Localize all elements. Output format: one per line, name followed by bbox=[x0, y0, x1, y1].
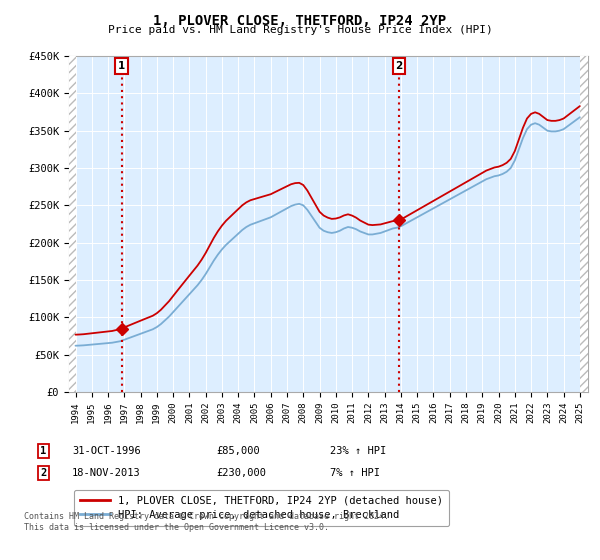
Text: £230,000: £230,000 bbox=[216, 468, 266, 478]
Bar bbox=[61, 56, 76, 392]
Legend: 1, PLOVER CLOSE, THETFORD, IP24 2YP (detached house), HPI: Average price, detach: 1, PLOVER CLOSE, THETFORD, IP24 2YP (det… bbox=[74, 489, 449, 526]
Text: 1: 1 bbox=[118, 61, 125, 71]
Text: Price paid vs. HM Land Registry's House Price Index (HPI): Price paid vs. HM Land Registry's House … bbox=[107, 25, 493, 35]
Text: 7% ↑ HPI: 7% ↑ HPI bbox=[330, 468, 380, 478]
Text: 2: 2 bbox=[40, 468, 46, 478]
Text: 31-OCT-1996: 31-OCT-1996 bbox=[72, 446, 141, 456]
Bar bbox=[580, 56, 600, 392]
Text: 18-NOV-2013: 18-NOV-2013 bbox=[72, 468, 141, 478]
Text: 1: 1 bbox=[40, 446, 46, 456]
Text: 1, PLOVER CLOSE, THETFORD, IP24 2YP: 1, PLOVER CLOSE, THETFORD, IP24 2YP bbox=[154, 14, 446, 28]
Text: Contains HM Land Registry data © Crown copyright and database right 2024.
This d: Contains HM Land Registry data © Crown c… bbox=[24, 512, 389, 532]
Text: 2: 2 bbox=[395, 61, 403, 71]
Text: £85,000: £85,000 bbox=[216, 446, 260, 456]
Text: 23% ↑ HPI: 23% ↑ HPI bbox=[330, 446, 386, 456]
